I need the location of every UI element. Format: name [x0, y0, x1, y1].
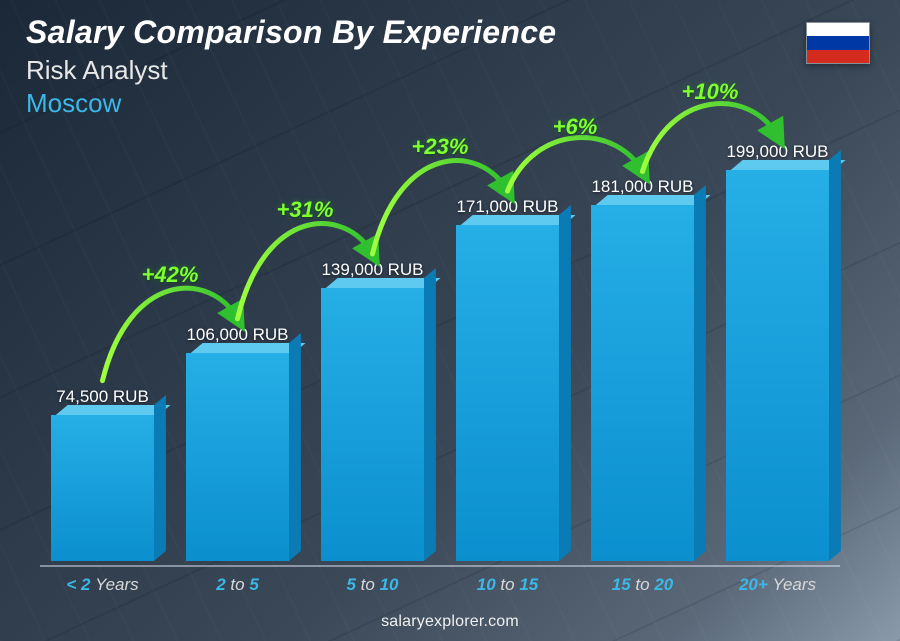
- flag-stripe: [807, 23, 869, 36]
- bar-side-face: [424, 268, 436, 561]
- bar-side-face: [289, 333, 301, 561]
- flag-icon: [806, 22, 870, 64]
- bar-value-label: 74,500 RUB: [56, 387, 149, 407]
- bar-side-face: [154, 395, 166, 561]
- x-axis-label: 20+ Years: [715, 575, 840, 595]
- x-axis: < 2 Years 2 to 5 5 to 10 10 to 15 15 to 20 20…: [40, 565, 840, 595]
- bar-front-face: [186, 353, 289, 561]
- bar-wrap: 139,000 RUB: [310, 140, 435, 561]
- flag-stripe: [807, 50, 869, 63]
- bar-wrap: 199,000 RUB: [715, 140, 840, 561]
- bar: [51, 415, 154, 561]
- bar: [591, 205, 694, 561]
- x-axis-label: 10 to 15: [445, 575, 570, 595]
- bar-chart: 74,500 RUB 106,000 RUB 139,000 RUB 171,000 …: [40, 140, 840, 561]
- bar-front-face: [726, 170, 829, 561]
- x-axis-label: 2 to 5: [175, 575, 300, 595]
- bar-side-face: [559, 205, 571, 561]
- bar-front-face: [321, 288, 424, 561]
- bar-side-face: [694, 185, 706, 561]
- bar-side-face: [829, 150, 841, 561]
- bar-front-face: [51, 415, 154, 561]
- bar: [186, 353, 289, 561]
- bar-front-face: [591, 205, 694, 561]
- bar-front-face: [456, 225, 559, 561]
- bar: [321, 288, 424, 561]
- x-axis-label: < 2 Years: [40, 575, 165, 595]
- bar: [726, 170, 829, 561]
- bar: [456, 225, 559, 561]
- bar-wrap: 106,000 RUB: [175, 140, 300, 561]
- location-label: Moscow: [26, 88, 874, 119]
- bar-wrap: 171,000 RUB: [445, 140, 570, 561]
- flag-stripe: [807, 36, 869, 49]
- bar-wrap: 181,000 RUB: [580, 140, 705, 561]
- header: Salary Comparison By Experience Risk Ana…: [26, 14, 874, 119]
- chart-container: Salary Comparison By Experience Risk Ana…: [0, 0, 900, 641]
- x-axis-label: 5 to 10: [310, 575, 435, 595]
- x-axis-label: 15 to 20: [580, 575, 705, 595]
- bar-wrap: 74,500 RUB: [40, 140, 165, 561]
- job-title: Risk Analyst: [26, 55, 874, 86]
- page-title: Salary Comparison By Experience: [26, 14, 874, 51]
- footer-credit: salaryexplorer.com: [0, 613, 900, 631]
- bar-value-label: 139,000 RUB: [321, 260, 423, 280]
- bar-value-label: 106,000 RUB: [186, 325, 288, 345]
